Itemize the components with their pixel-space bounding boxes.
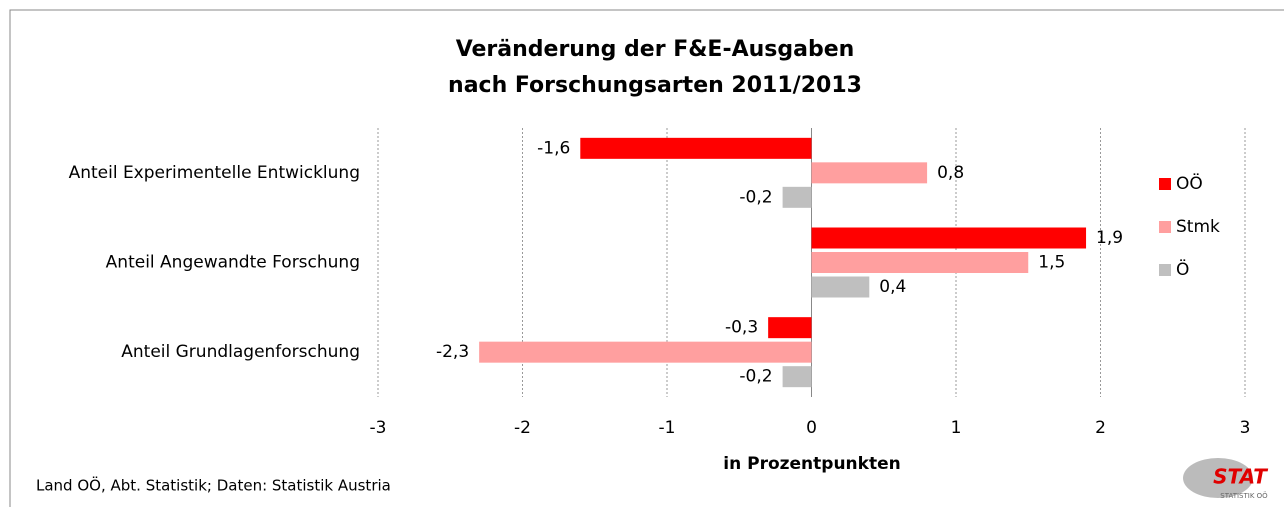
y-tick-label: Anteil Grundlagenforschung	[121, 342, 360, 362]
bar	[782, 186, 812, 208]
chart-title: Veränderung der F&E-Ausgaben	[456, 37, 855, 62]
value-label: -0,3	[725, 318, 758, 338]
y-tick-label: Anteil Angewandte Forschung	[106, 253, 360, 273]
logo-subtext: STATISTIK OÖ	[1220, 491, 1268, 500]
chart-title: nach Forschungsarten 2011/2013	[448, 73, 862, 98]
legend-swatch	[1159, 221, 1171, 233]
legend-label: OÖ	[1176, 172, 1203, 194]
logo-text: STAT	[1213, 465, 1268, 489]
value-label: -0,2	[739, 367, 772, 387]
legend-swatch	[1159, 178, 1171, 190]
source: Land OÖ, Abt. Statistik; Daten: Statisti…	[36, 476, 391, 495]
bar	[811, 276, 870, 298]
bar	[811, 162, 928, 184]
bar	[479, 341, 812, 363]
x-tick-label: -3	[370, 418, 387, 438]
legend-swatch	[1159, 264, 1171, 276]
x-tick-label: 2	[1095, 418, 1106, 438]
logo-shape	[1183, 458, 1253, 498]
chart-frame	[9, 9, 1284, 507]
x-tick-label: 0	[806, 418, 817, 438]
bar	[782, 366, 812, 388]
value-label: -1,6	[537, 138, 570, 158]
legend-label: Stmk	[1176, 217, 1220, 237]
y-tick-label: Anteil Experimentelle Entwicklung	[69, 163, 360, 183]
x-tick-label: -2	[514, 418, 531, 438]
bar	[768, 317, 812, 339]
x-tick-label: -1	[659, 418, 676, 438]
x-tick-label: 3	[1240, 418, 1251, 438]
bar	[811, 227, 1087, 249]
legend-label: Ö	[1176, 258, 1189, 280]
value-label: 0,4	[879, 277, 906, 297]
value-label: 1,5	[1038, 253, 1065, 273]
value-label: 0,8	[937, 163, 964, 183]
x-tick-label: 1	[951, 418, 962, 438]
x-axis-label: in Prozentpunkten	[723, 454, 900, 474]
value-label: -0,2	[739, 187, 772, 207]
value-label: 1,9	[1096, 228, 1123, 248]
value-label: -2,3	[436, 342, 469, 362]
bar	[811, 252, 1029, 273]
bar	[580, 137, 812, 159]
